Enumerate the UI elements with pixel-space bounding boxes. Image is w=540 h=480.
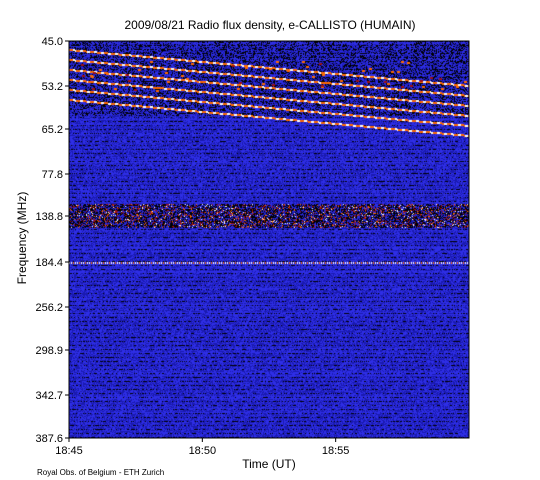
y-tick-label: 138.8: [35, 211, 63, 223]
footer-credit: Royal Obs. of Belgium - ETH Zurich: [37, 468, 164, 477]
x-axis-ticks: 18:45 18:50 18:55: [55, 438, 349, 457]
y-tick-label: 184.4: [35, 257, 63, 269]
y-axis-ticks: 45.0 53.2 65.2 77.8 138.8 184.4 256.2 298.9 342.…: [35, 36, 69, 445]
x-tick-label: 18:55: [322, 445, 350, 457]
y-tick-label: 53.2: [42, 81, 63, 93]
x-axis-label: Time (UT): [242, 457, 296, 471]
y-tick-label: 298.9: [35, 345, 63, 357]
chart-title: 2009/08/21 Radio flux density, e-CALLIST…: [124, 18, 415, 32]
spectrogram-image: [69, 41, 469, 438]
y-axis-label: Frequency (MHz): [15, 192, 29, 285]
x-tick-label: 18:45: [55, 445, 83, 457]
y-tick-label: 342.7: [35, 390, 63, 402]
y-tick-label: 45.0: [42, 36, 63, 48]
y-tick-label: 256.2: [35, 302, 63, 314]
y-tick-label: 65.2: [42, 124, 63, 136]
x-tick-label: 18:50: [189, 445, 217, 457]
plot-frame: [68, 40, 470, 439]
y-tick-label: 77.8: [42, 169, 63, 181]
y-tick-label: 387.6: [35, 433, 63, 445]
spectrogram-plot: [68, 40, 470, 439]
